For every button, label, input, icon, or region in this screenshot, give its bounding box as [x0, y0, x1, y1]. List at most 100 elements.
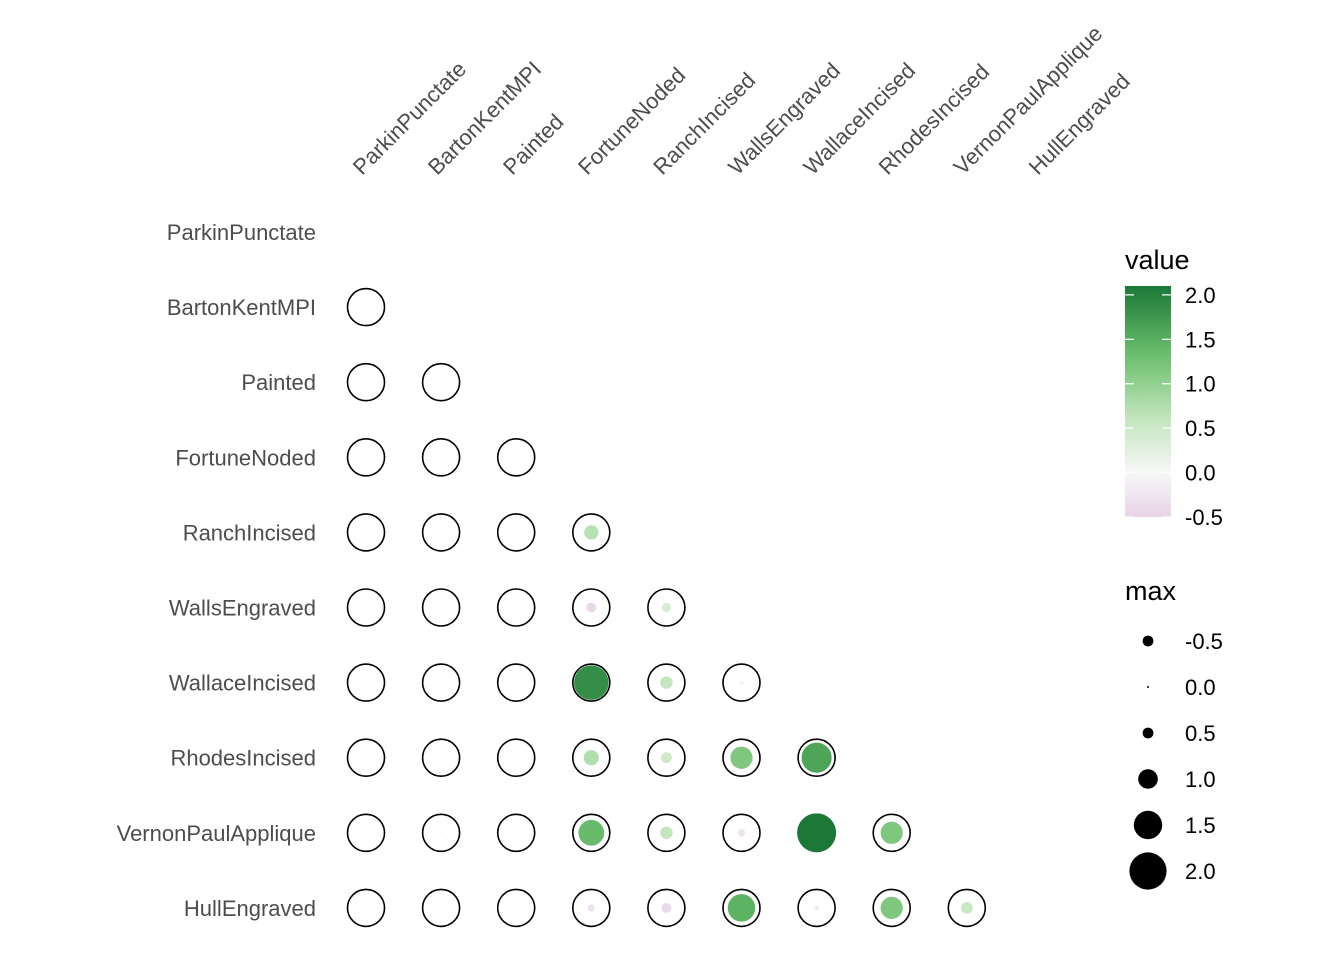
correlation-cell — [421, 888, 461, 928]
y-tick-label: WallaceIncised — [169, 671, 316, 696]
value-point — [515, 831, 518, 834]
value-point — [365, 306, 367, 309]
y-tick-label: BartonKentMPI — [167, 295, 316, 320]
correlation-cell — [496, 588, 536, 627]
value-point — [440, 606, 443, 609]
cell-outline-circle — [571, 738, 611, 778]
correlation-cell — [722, 888, 761, 928]
cell-outline-circle — [346, 437, 386, 477]
correlation-cell — [947, 888, 987, 928]
correlation-cell — [346, 813, 386, 853]
cell-outline-circle — [421, 513, 461, 552]
cell-outline-circle — [421, 888, 461, 928]
color-legend-label: 0.5 — [1185, 416, 1216, 441]
cell-outline-circle — [722, 813, 761, 853]
correlation-cell — [346, 362, 386, 402]
correlation-cell — [346, 513, 386, 552]
size-legend-label: 2.0 — [1185, 859, 1216, 884]
color-legend: value 2.0 1.5 1.0 0.5 0.0 -0.5 — [1125, 245, 1223, 530]
correlation-cell — [571, 513, 611, 552]
cell-outline-circle — [346, 813, 386, 853]
correlation-cell — [421, 437, 461, 477]
cell-outline-circle — [571, 663, 611, 702]
cell-outline-circle — [421, 663, 461, 702]
y-axis-tick-labels: ParkinPunctate BartonKentMPI Painted Fortun… — [117, 220, 316, 921]
cell-outline-circle — [872, 813, 912, 853]
value-point — [801, 742, 832, 773]
plot-panel — [346, 287, 987, 928]
cell-outline-circle — [346, 287, 386, 327]
correlation-cell — [496, 437, 536, 477]
cell-outline-circle — [346, 888, 386, 928]
value-point — [739, 680, 744, 685]
cell-outline-circle — [496, 888, 536, 928]
correlation-cell — [496, 663, 536, 702]
correlation-cell — [797, 888, 836, 928]
value-point — [814, 905, 819, 911]
value-point — [515, 756, 518, 759]
value-point — [661, 602, 671, 613]
size-legend-label: 0.0 — [1185, 675, 1216, 700]
correlation-cell — [346, 738, 386, 778]
y-tick-label: ParkinPunctate — [167, 220, 316, 245]
correlation-cell — [571, 738, 611, 778]
correlation-cell — [346, 588, 386, 627]
value-point — [880, 896, 903, 920]
value-point — [440, 906, 443, 909]
cell-outline-circle — [346, 513, 386, 552]
size-legend: max -0.5 0.0 0.5 1.0 1.5 2.0 — [1125, 576, 1223, 890]
correlation-cell — [647, 588, 686, 627]
cell-outline-circle — [571, 888, 611, 928]
size-legend-label: 1.0 — [1185, 767, 1216, 792]
correlation-cell — [421, 738, 461, 778]
size-legend-key — [1147, 686, 1149, 688]
cell-outline-circle — [421, 813, 461, 853]
cell-outline-circle — [722, 888, 761, 928]
cell-outline-circle — [647, 588, 686, 627]
value-point — [365, 531, 367, 534]
cell-outline-circle — [797, 888, 836, 928]
value-point — [797, 813, 837, 853]
y-tick-label: RhodesIncised — [170, 746, 316, 771]
correlation-cell — [346, 888, 386, 928]
y-tick-label: Painted — [241, 370, 316, 395]
x-tick-label: VernonPaulApplique — [949, 21, 1108, 180]
value-point — [365, 906, 367, 909]
cell-outline-circle — [647, 738, 686, 778]
size-legend-label: 1.5 — [1185, 813, 1216, 838]
cell-outline-circle — [421, 588, 461, 627]
cell-outline-circle — [421, 362, 461, 402]
size-legend-key — [1133, 810, 1163, 840]
correlation-cell — [496, 888, 536, 928]
correlation-cell — [571, 663, 611, 702]
value-point — [515, 606, 518, 609]
value-point — [440, 756, 443, 759]
cell-outline-circle — [571, 813, 611, 853]
cell-outline-circle — [346, 663, 386, 702]
value-point — [365, 756, 367, 759]
correlation-cell — [421, 813, 461, 853]
value-point — [960, 902, 973, 914]
value-point — [574, 665, 609, 700]
y-tick-label: HullEngraved — [184, 896, 316, 921]
cell-outline-circle — [647, 888, 686, 928]
correlation-cell — [722, 663, 761, 702]
correlation-cell — [797, 738, 836, 778]
y-tick-label: WallsEngraved — [169, 596, 316, 621]
cell-outline-circle — [647, 663, 686, 702]
value-point — [515, 531, 518, 534]
correlation-cell — [722, 738, 761, 778]
cell-outline-circle — [496, 738, 536, 778]
cell-outline-circle — [346, 588, 386, 627]
correlation-cell — [797, 813, 837, 853]
value-point — [365, 606, 367, 609]
correlation-cell — [421, 513, 461, 552]
value-point — [440, 681, 443, 684]
cell-outline-circle — [496, 663, 536, 702]
size-legend-title: max — [1125, 576, 1177, 606]
value-point — [583, 750, 599, 766]
size-legend-key — [1138, 769, 1158, 789]
size-legend-key — [1142, 635, 1154, 647]
correlation-cell — [647, 888, 686, 928]
y-tick-label: RanchIncised — [183, 520, 316, 545]
